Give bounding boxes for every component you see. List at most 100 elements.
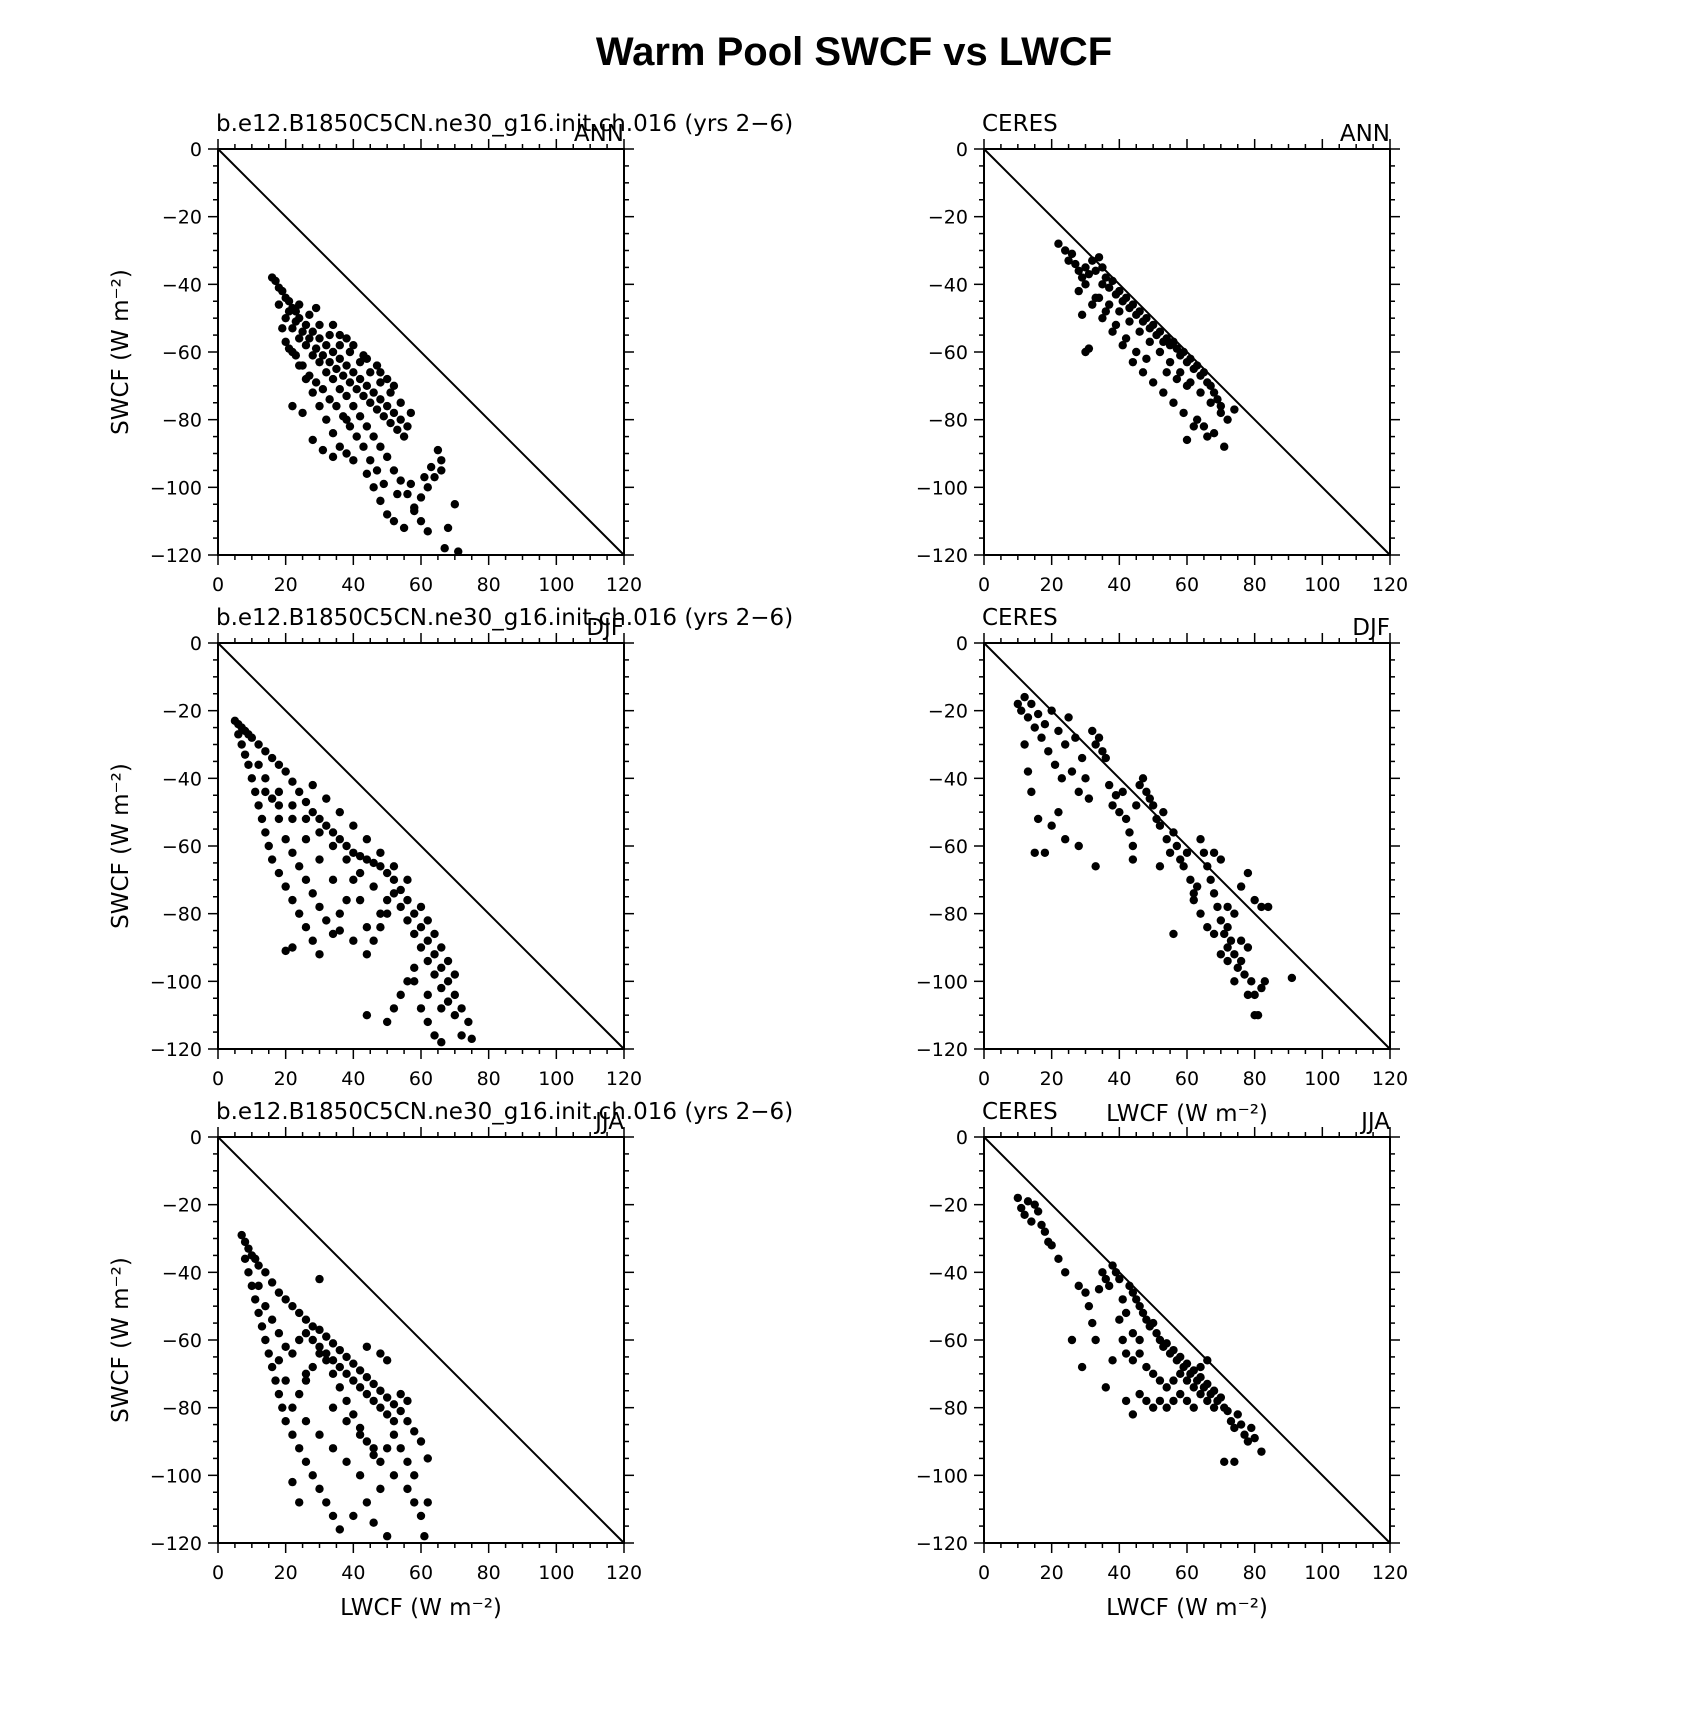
data-point bbox=[430, 1031, 439, 1040]
data-point bbox=[1216, 401, 1226, 411]
data-point bbox=[389, 1004, 399, 1013]
data-point bbox=[1162, 1383, 1171, 1392]
data-point bbox=[1230, 950, 1239, 959]
data-point bbox=[1226, 1417, 1236, 1426]
x-axis-title: LWCF (W m⁻²) bbox=[1106, 1595, 1268, 1621]
x-tick-label: 120 bbox=[1372, 574, 1408, 596]
data-point bbox=[1115, 1315, 1124, 1324]
data-point bbox=[274, 1288, 284, 1297]
data-point bbox=[376, 848, 385, 857]
data-point bbox=[1155, 1376, 1165, 1385]
data-point bbox=[254, 1308, 263, 1318]
data-point bbox=[1071, 259, 1080, 269]
data-point bbox=[271, 1376, 280, 1385]
data-point bbox=[1027, 699, 1036, 709]
data-point bbox=[1176, 1389, 1185, 1399]
data-point bbox=[274, 787, 284, 797]
data-point bbox=[328, 1356, 338, 1365]
data-point bbox=[355, 851, 365, 861]
data-point bbox=[386, 418, 395, 428]
panel-season-label: JJA bbox=[593, 1109, 624, 1135]
data-point bbox=[308, 388, 317, 397]
data-point bbox=[274, 760, 284, 769]
data-point bbox=[1081, 280, 1090, 289]
data-point bbox=[298, 361, 307, 370]
data-point bbox=[403, 1484, 412, 1494]
data-point bbox=[267, 1362, 277, 1372]
data-point bbox=[1108, 1356, 1117, 1365]
data-point bbox=[1186, 354, 1195, 363]
data-point bbox=[261, 774, 270, 783]
data-point bbox=[1152, 814, 1161, 824]
data-point bbox=[416, 943, 426, 952]
data-point bbox=[1169, 1376, 1178, 1385]
data-point bbox=[271, 276, 280, 286]
data-point bbox=[1148, 1403, 1158, 1412]
data-point bbox=[308, 807, 317, 817]
data-point bbox=[278, 324, 287, 333]
data-point bbox=[1240, 970, 1249, 979]
x-tick-label: 40 bbox=[1107, 1068, 1131, 1090]
data-point bbox=[1108, 276, 1117, 286]
data-point bbox=[281, 1342, 290, 1351]
data-point bbox=[1189, 1366, 1198, 1375]
data-point bbox=[389, 889, 399, 898]
data-point bbox=[349, 1410, 358, 1419]
data-point bbox=[1220, 442, 1229, 451]
data-point bbox=[372, 466, 382, 475]
data-point bbox=[1135, 327, 1144, 336]
data-point bbox=[1230, 1423, 1239, 1433]
data-point bbox=[1033, 814, 1043, 824]
data-point bbox=[267, 1315, 277, 1324]
y-tick-label: −40 bbox=[928, 768, 968, 790]
data-point bbox=[288, 895, 297, 905]
data-point bbox=[1162, 835, 1171, 844]
data-point bbox=[1216, 855, 1226, 864]
data-point bbox=[1138, 774, 1148, 783]
x-tick-label: 120 bbox=[1372, 1562, 1408, 1584]
data-point bbox=[1071, 733, 1080, 742]
data-point bbox=[389, 1471, 399, 1480]
y-tick-label: −20 bbox=[162, 701, 202, 723]
data-point bbox=[284, 297, 294, 306]
data-point bbox=[1054, 1254, 1063, 1264]
data-point bbox=[1091, 293, 1100, 303]
x-tick-label: 120 bbox=[606, 1562, 642, 1584]
data-point bbox=[301, 1457, 311, 1467]
data-point bbox=[1121, 334, 1131, 343]
data-point bbox=[322, 368, 331, 377]
data-point bbox=[1230, 1457, 1239, 1467]
data-point bbox=[342, 841, 351, 851]
data-point bbox=[274, 300, 284, 309]
data-point bbox=[301, 320, 311, 330]
data-point bbox=[1206, 398, 1215, 407]
data-point bbox=[369, 388, 378, 397]
data-point bbox=[267, 794, 277, 803]
data-point bbox=[366, 398, 375, 407]
data-point bbox=[406, 479, 416, 489]
data-point bbox=[382, 1444, 392, 1453]
data-point bbox=[335, 341, 344, 350]
data-point bbox=[457, 1004, 466, 1013]
data-point bbox=[437, 983, 446, 993]
data-point bbox=[301, 1369, 311, 1379]
y-tick-label: 0 bbox=[190, 1127, 202, 1149]
data-point bbox=[1257, 902, 1266, 912]
data-point bbox=[335, 442, 344, 451]
y-tick-label: 0 bbox=[956, 1127, 968, 1149]
data-point bbox=[1091, 266, 1100, 275]
data-point bbox=[1047, 706, 1056, 715]
data-point bbox=[1128, 1329, 1138, 1338]
data-point bbox=[362, 855, 372, 864]
data-point bbox=[1145, 337, 1154, 347]
data-point bbox=[1135, 307, 1144, 316]
data-point bbox=[1077, 753, 1087, 763]
data-point bbox=[237, 740, 246, 749]
data-point bbox=[1213, 902, 1222, 912]
data-point bbox=[288, 1477, 297, 1487]
y-tick-label: −20 bbox=[928, 207, 968, 229]
data-point bbox=[332, 364, 341, 374]
data-point bbox=[295, 1308, 304, 1318]
x-tick-label: 60 bbox=[1175, 574, 1199, 596]
data-point bbox=[410, 963, 419, 972]
